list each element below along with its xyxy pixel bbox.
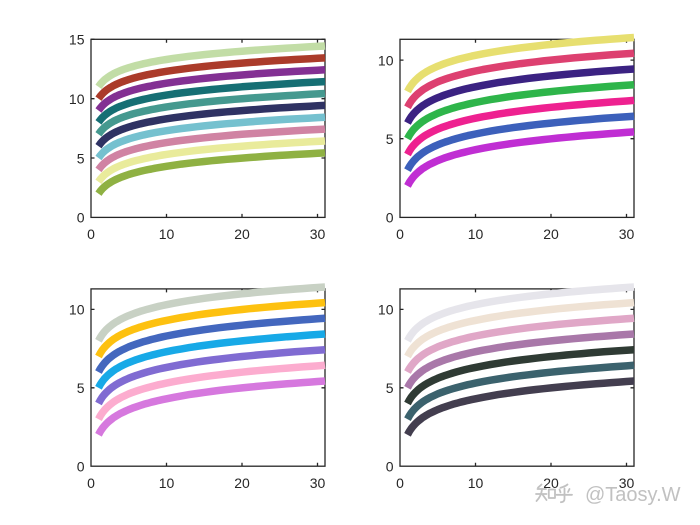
svg-text:5: 5	[77, 380, 85, 396]
svg-text:10: 10	[159, 226, 175, 242]
svg-text:30: 30	[310, 226, 326, 242]
svg-text:0: 0	[77, 210, 85, 226]
svg-text:20: 20	[543, 226, 559, 242]
svg-text:10: 10	[69, 91, 85, 107]
svg-text:30: 30	[310, 475, 326, 491]
svg-text:0: 0	[87, 226, 95, 242]
svg-text:10: 10	[69, 302, 85, 318]
svg-text:5: 5	[386, 131, 394, 147]
svg-text:30: 30	[619, 226, 635, 242]
svg-text:0: 0	[87, 475, 95, 491]
svg-text:5: 5	[77, 150, 85, 166]
svg-text:0: 0	[77, 459, 85, 475]
svg-text:20: 20	[234, 475, 250, 491]
svg-text:15: 15	[69, 32, 85, 48]
svg-text:10: 10	[378, 302, 394, 318]
svg-text:0: 0	[386, 210, 394, 226]
svg-text:0: 0	[396, 475, 404, 491]
svg-text:10: 10	[468, 475, 484, 491]
svg-text:0: 0	[386, 459, 394, 475]
svg-text:20: 20	[543, 475, 559, 491]
svg-text:30: 30	[619, 475, 635, 491]
svg-text:@Taosy.W: @Taosy.W	[585, 484, 681, 506]
svg-text:10: 10	[378, 52, 394, 68]
svg-text:0: 0	[396, 226, 404, 242]
svg-text:20: 20	[234, 226, 250, 242]
svg-text:10: 10	[159, 475, 175, 491]
svg-text:10: 10	[468, 226, 484, 242]
svg-text:5: 5	[386, 380, 394, 396]
